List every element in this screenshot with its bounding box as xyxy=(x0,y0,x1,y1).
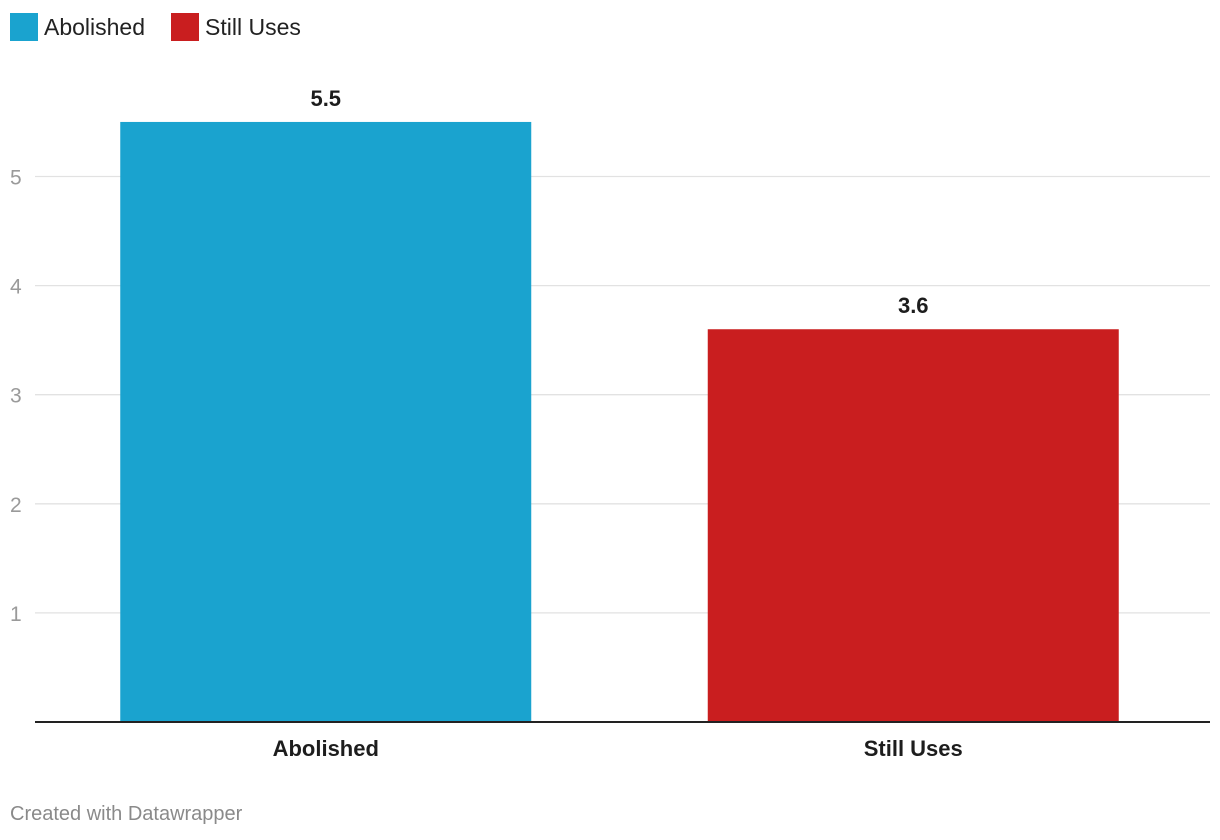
legend-item-abolished: Abolished xyxy=(10,13,145,41)
bar-chart: 1 2 3 4 5 5.5 Abolished 3.6 Still Uses xyxy=(10,86,1210,761)
y-tick-label: 5 xyxy=(10,167,22,190)
y-tick-label: 4 xyxy=(10,276,22,299)
x-tick-label: Still Uses xyxy=(864,736,963,761)
data-label: 5.5 xyxy=(310,86,341,111)
bar xyxy=(707,329,1119,722)
legend-label-still-uses: Still Uses xyxy=(205,14,301,40)
y-tick-label: 1 xyxy=(10,603,22,626)
data-label: 3.6 xyxy=(898,293,929,318)
y-tick-label: 2 xyxy=(10,494,22,517)
legend-swatch-abolished xyxy=(10,13,38,41)
legend-item-still-uses: Still Uses xyxy=(171,13,301,41)
bar xyxy=(120,121,532,722)
legend-swatch-still-uses xyxy=(171,13,200,41)
y-tick-label: 3 xyxy=(10,385,22,408)
legend-label-abolished: Abolished xyxy=(44,14,146,40)
x-tick-label: Abolished xyxy=(273,736,379,761)
chart-legend: Abolished Still Uses xyxy=(10,13,301,41)
datawrapper-credit: Created with Datawrapper xyxy=(10,803,243,825)
